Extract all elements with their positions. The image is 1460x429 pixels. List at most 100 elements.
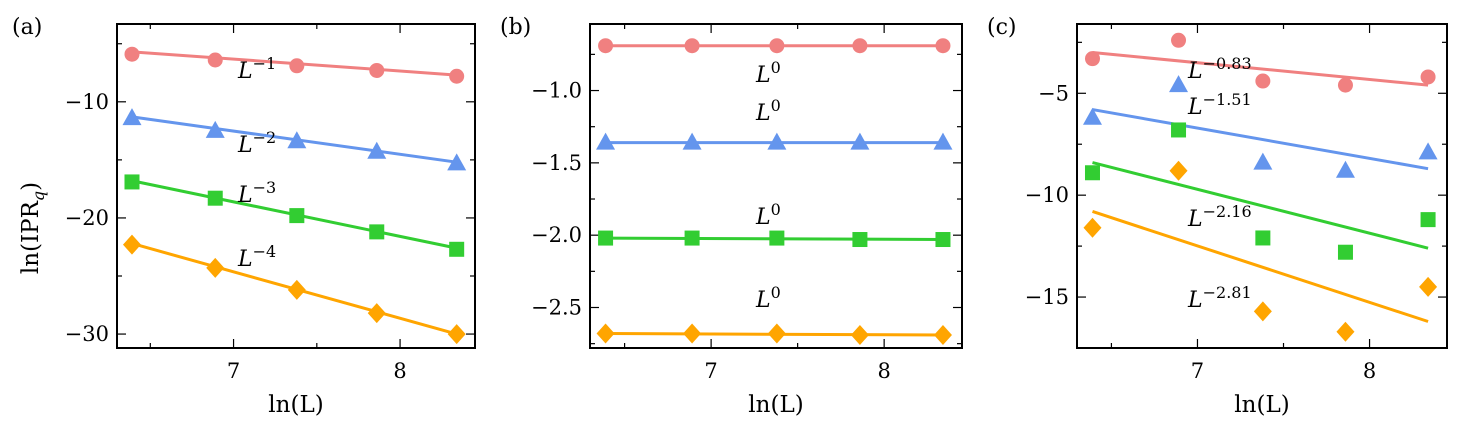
panel-label: (b) (500, 15, 531, 40)
data-point-square (1337, 244, 1353, 260)
data-point-diamond (1419, 276, 1438, 297)
data-point-circle (935, 38, 951, 54)
data-point-circle (1084, 51, 1100, 67)
data-point-square (1171, 122, 1187, 138)
scaling-annotation: L0 (755, 58, 781, 88)
series-3: L0 (596, 283, 952, 345)
scaling-annotation: L−1.51 (1187, 90, 1252, 120)
y-tick-label: −1.0 (531, 79, 582, 103)
data-point-diamond (367, 303, 386, 324)
plot-frame (1076, 23, 1448, 349)
y-tick-label: −2.0 (531, 223, 582, 247)
panel-1: (b) ln(L) 7 8 −1.0 −1.5 −2.0 −2.5 L0 L0 L0 L0 (500, 15, 963, 418)
scaling-annotation: L−2.81 (1187, 283, 1252, 313)
series-0: L−1 (124, 46, 465, 84)
data-point-triangle (933, 132, 953, 150)
series-1: L0 (596, 96, 953, 150)
data-point-diamond (683, 323, 702, 344)
data-point-triangle (205, 120, 225, 138)
series-2: L−2.16 (1084, 122, 1436, 260)
scaling-annotation: L0 (755, 200, 781, 230)
x-tick-label: 8 (877, 359, 890, 383)
data-point-triangle (287, 131, 307, 149)
data-point-triangle (447, 153, 467, 171)
data-point-triangle (1169, 75, 1189, 93)
data-point-square (852, 232, 868, 248)
data-point-diamond (767, 323, 786, 344)
scaling-annotation: L−1 (237, 54, 276, 84)
ticks (1077, 24, 1447, 348)
series-1: L−2 (122, 108, 467, 171)
panel-label: (a) (12, 15, 42, 40)
y-tick-label: −10 (65, 90, 109, 114)
data-point-diamond (933, 324, 952, 345)
series-1: L−1.51 (1082, 75, 1438, 178)
data-point-circle (1337, 77, 1353, 93)
data-point-circle (1171, 32, 1187, 48)
data-point-circle (369, 62, 385, 78)
data-point-square (124, 174, 140, 190)
scaling-annotation: L−4 (237, 242, 276, 272)
data-point-circle (598, 38, 614, 54)
x-tick-label: 7 (227, 359, 240, 383)
data-point-triangle (596, 132, 616, 150)
data-point-triangle (1418, 142, 1438, 160)
fit-line (1092, 51, 1429, 87)
y-tick-label: −15 (1025, 285, 1069, 309)
series-3: L−4 (122, 234, 466, 345)
data-point-circle (852, 38, 868, 54)
fit-line (1092, 210, 1429, 323)
data-point-square (289, 208, 305, 224)
data-point-circle (124, 46, 140, 62)
data-point-triangle (767, 132, 787, 150)
data-point-triangle (367, 141, 387, 159)
scaling-annotation: L−0.83 (1187, 54, 1252, 84)
panel-label: (c) (987, 15, 1017, 40)
data-point-square (449, 241, 465, 257)
x-tick-label: 7 (1191, 359, 1204, 383)
plot-frame (116, 23, 476, 349)
data-point-circle (769, 38, 785, 54)
data-point-square (1255, 230, 1271, 246)
x-axis-label: ln(L) (1234, 392, 1289, 418)
scaling-annotation: L−2.16 (1187, 202, 1252, 232)
y-tick-label: −30 (65, 322, 109, 346)
data-point-circle (1420, 69, 1436, 85)
data-point-square (1084, 165, 1100, 181)
series-0: L0 (598, 38, 951, 88)
y-axis-label: ln(IPRq) (18, 182, 48, 274)
data-point-diamond (1083, 217, 1102, 238)
data-point-diamond (447, 324, 466, 345)
data-point-triangle (1082, 107, 1102, 125)
x-axis-label: ln(L) (748, 392, 803, 418)
data-point-square (369, 224, 385, 240)
data-point-circle (289, 58, 305, 74)
scaling-annotation: L−3 (237, 178, 276, 208)
data-point-triangle (1253, 152, 1273, 170)
data-point-circle (684, 38, 700, 54)
data-point-triangle (682, 132, 702, 150)
data-point-circle (449, 68, 465, 84)
data-point-diamond (596, 323, 615, 344)
panel-2: (c) ln(L) 7 8 −5 −10 −15 L−0.83 L−1.51 L−2.16 L−2.… (987, 15, 1448, 418)
x-axis-label: ln(L) (268, 392, 323, 418)
data-point-diamond (850, 324, 869, 345)
fit-line (1092, 161, 1429, 250)
data-point-square (1420, 212, 1436, 228)
data-point-triangle (1335, 160, 1355, 178)
data-point-square (598, 230, 614, 246)
data-point-diamond (1253, 301, 1272, 322)
y-tick-label: −2.5 (531, 296, 582, 320)
y-tick-label: −20 (65, 206, 109, 230)
y-tick-label: −5 (1038, 81, 1069, 105)
data-point-diamond (122, 234, 141, 255)
data-point-square (684, 230, 700, 246)
data-point-diamond (206, 257, 225, 278)
scaling-annotation: L−2 (237, 128, 276, 158)
data-point-circle (207, 52, 223, 68)
x-tick-label: 7 (704, 359, 717, 383)
panel-0: (a) ln(L) 7 8 −10 −20 −30 L−1 L−2 L−3 L−4 (12, 15, 476, 418)
fit-line (1092, 108, 1429, 171)
y-tick-label: −1.5 (531, 151, 582, 175)
